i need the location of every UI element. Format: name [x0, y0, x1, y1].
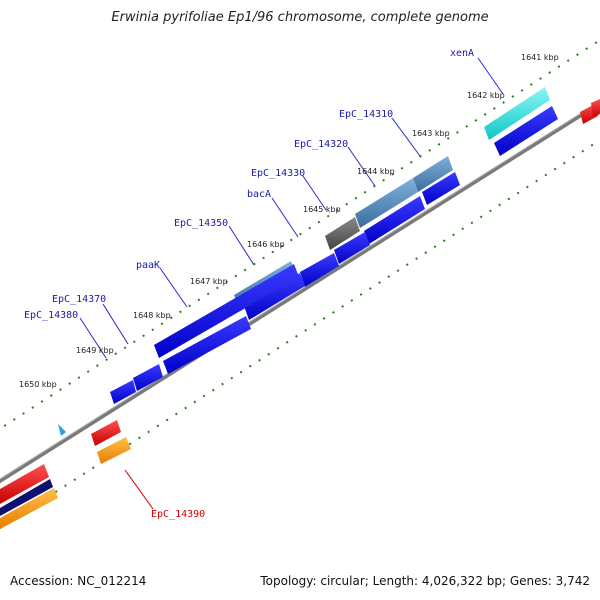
- kbp-label: 1648 kbp: [133, 311, 171, 320]
- gene-blue-10[interactable]: [110, 380, 136, 404]
- gene-label-xenA[interactable]: xenA: [450, 48, 474, 59]
- gene-EpC_14320-steel[interactable]: [355, 178, 418, 228]
- map-title: Erwinia pyrifoliae Ep1/96 chromosome, co…: [111, 10, 489, 25]
- gene-blue-8[interactable]: [163, 316, 251, 374]
- gene-blue-9[interactable]: [133, 364, 163, 391]
- gene-labels[interactable]: xenA EpC_14310 EpC_14320 EpC_14330 bacA …: [24, 48, 474, 520]
- forward-gene-track[interactable]: [110, 106, 558, 404]
- tick-track-inner: [0, 139, 600, 529]
- gene-leader-line-red: [124, 469, 154, 510]
- gene-label-bacA[interactable]: bacA: [247, 189, 271, 200]
- tick-track-outer: [0, 39, 600, 430]
- gene-blue-1[interactable]: [494, 106, 558, 156]
- gene-blue-6[interactable]: [244, 273, 305, 320]
- genome-backbone-highlight: [0, 100, 600, 480]
- kbp-label: 1647 kbp: [190, 277, 228, 286]
- gene-blue-5[interactable]: [300, 253, 339, 287]
- kbp-label: 1644 kbp: [357, 167, 395, 176]
- genome-summary: Topology: circular; Length: 4,026,322 bp…: [260, 574, 590, 588]
- gene-blue-4[interactable]: [334, 232, 370, 264]
- gene-label-EpC_14350[interactable]: EpC_14350: [174, 218, 228, 229]
- gene-orange-left[interactable]: [0, 488, 58, 529]
- gene-blue-3[interactable]: [364, 196, 425, 244]
- edge-gene-right[interactable]: [580, 99, 600, 124]
- kbp-label: 1641 kbp: [521, 53, 559, 62]
- gene-label-EpC_14310[interactable]: EpC_14310: [339, 109, 393, 120]
- gene-xenA[interactable]: [484, 87, 550, 140]
- reverse-gene-track[interactable]: [0, 420, 131, 529]
- gene-blue-2[interactable]: [422, 172, 460, 205]
- gene-EpC_14310-steel[interactable]: [413, 156, 453, 192]
- kbp-label: 1646 kbp: [247, 240, 285, 249]
- kbp-label: 1649 kbp: [76, 346, 114, 355]
- gene-red-small[interactable]: [91, 420, 121, 446]
- gene-label-paaK[interactable]: paaK: [136, 260, 160, 271]
- genome-backbone: [0, 100, 600, 484]
- gene-label-EpC_14380[interactable]: EpC_14380: [24, 310, 78, 321]
- kbp-scale: 1641 kbp 1642 kbp 1643 kbp 1644 kbp 1645…: [19, 53, 559, 389]
- gene-red-edge-2[interactable]: [591, 99, 600, 117]
- gene-navy-left[interactable]: [0, 479, 53, 516]
- gene-blue-7[interactable]: [154, 264, 299, 358]
- kbp-label: 1650 kbp: [19, 380, 57, 389]
- gene-red-left[interactable]: [0, 464, 49, 504]
- kbp-label: 1643 kbp: [412, 129, 450, 138]
- kbp-label: 1642 kbp: [467, 91, 505, 100]
- gene-label-EpC_14330[interactable]: EpC_14330: [251, 168, 305, 179]
- cursor-marker-icon: [58, 424, 66, 436]
- gene-label-EpC_14320[interactable]: EpC_14320: [294, 139, 348, 150]
- gene-leader-lines: [79, 57, 504, 359]
- gene-EpC_14390[interactable]: [97, 437, 131, 464]
- accession-info: Accession: NC_012214: [10, 574, 147, 588]
- gene-EpC_14330-gray[interactable]: [325, 217, 360, 250]
- kbp-label: 1645 kbp: [303, 205, 341, 214]
- gene-label-EpC_14370[interactable]: EpC_14370: [52, 294, 106, 305]
- gene-label-EpC_14390[interactable]: EpC_14390: [151, 509, 205, 520]
